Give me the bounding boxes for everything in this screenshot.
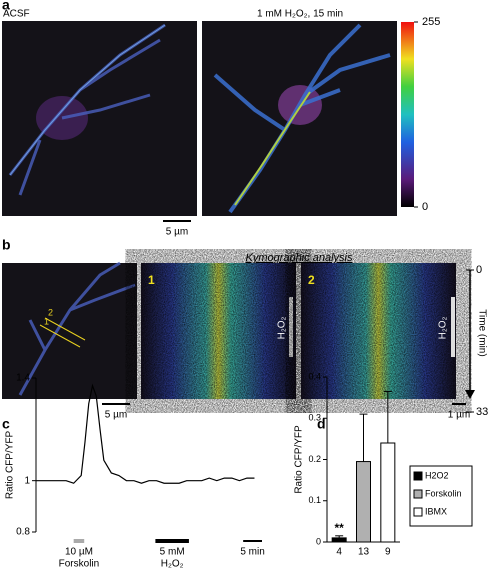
legend-swatch [413,471,423,481]
legend-label: IBMX [425,506,447,516]
y-tick-label: 0.1 [308,495,321,505]
x-tick-label: 13 [358,547,370,558]
y-tick-label: 0.8 [16,527,30,538]
y-tick-label: 0.3 [308,413,321,423]
panel-label: c [2,416,10,432]
bar [331,537,347,543]
y-tick-label: 0.4 [308,371,321,381]
kymograph [141,263,296,399]
panel-title: Kymographic analysis [246,252,353,264]
scale-label: 5 µm [166,227,188,238]
panel-label: a [2,0,10,13]
legend-swatch [413,507,423,517]
legend-label: Forskolin [425,488,462,498]
bar [356,461,371,543]
tick-label: 33 [476,406,488,418]
panel-label: d [317,416,326,432]
caption: ACSF [3,9,30,20]
arrow-head [465,390,475,399]
stimulus-label: H₂O₂ [161,559,184,570]
y-tick-label: 1 [24,475,30,486]
caption: 1 mM H₂O₂, 15 min [257,9,343,20]
scale-label: 1 µm [448,410,470,421]
x-tick-label: 9 [385,547,391,558]
legend-label: H2O2 [425,470,449,480]
panel-label: b [2,237,11,253]
kymograph [301,263,456,399]
micrograph [2,21,197,216]
x-tick-label: 4 [336,547,342,558]
micrograph [202,21,397,216]
data-line [36,383,255,484]
stimulus-label: H₂O₂ [438,317,449,340]
significance: ** [334,521,344,535]
y-tick-label: 1.4 [16,373,30,384]
colorbar-label: 0 [422,201,428,213]
scale-label: 5 min [240,547,264,558]
colorbar [401,22,414,207]
axis-title: Ratio CFP/YFP [294,425,305,494]
bar [380,442,396,543]
roi-label: 1 [44,316,49,326]
micrograph [2,261,137,399]
y-tick-label: 0 [316,536,321,546]
stimulus-label: 5 mM [160,547,185,558]
axis-title: Ratio CFP/YFP [5,431,16,500]
roi-label: 2 [48,307,53,317]
kymograph-label: 2 [308,273,315,287]
stimulus-label: H₂O₂ [277,317,288,340]
y-tick-label: 0.2 [308,454,321,464]
legend-swatch [413,489,423,499]
tick-label: 0 [476,264,482,276]
axis-title: Time (min) [476,309,487,356]
scale-label: 5 µm [105,410,127,421]
colorbar-label: 255 [422,16,440,28]
stimulus-label: Forskolin [59,559,100,570]
kymograph-label: 1 [148,273,155,287]
stimulus-label: 10 µM [65,547,93,558]
